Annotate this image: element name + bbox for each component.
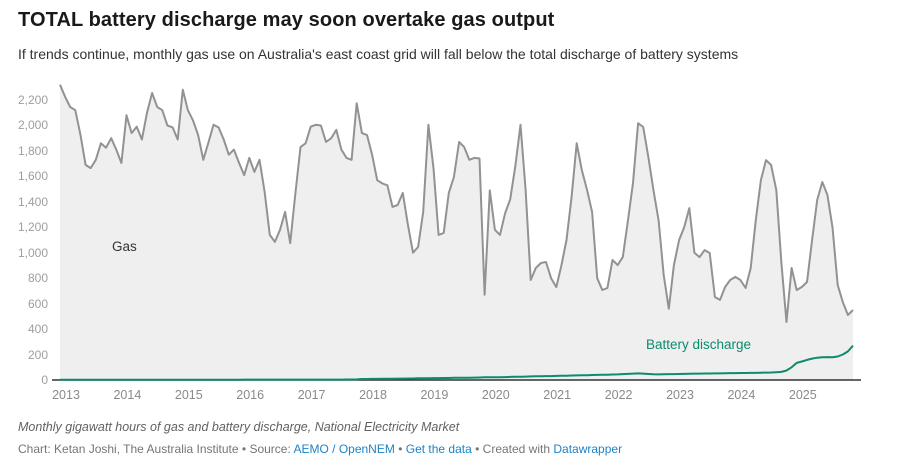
x-axis-label: 2025 — [788, 388, 817, 402]
x-axis-label: 2021 — [543, 388, 572, 402]
y-axis-label: 800 — [27, 271, 48, 286]
x-axis-label: 2024 — [727, 388, 756, 402]
byline-text: Source: — [249, 442, 294, 456]
chart-byline: Chart: Ketan Joshi, The Australia Instit… — [18, 442, 622, 456]
y-axis-label: 1,000 — [17, 245, 48, 260]
chart-subtitle: If trends continue, monthly gas use on A… — [18, 46, 739, 62]
get-the-data-link[interactable]: Get the data — [405, 442, 472, 456]
x-axis-label: 2023 — [666, 388, 694, 402]
byline-text: • — [471, 442, 483, 456]
y-axis-label: 200 — [27, 347, 48, 362]
y-axis-label: 400 — [27, 322, 48, 337]
x-axis-label: 2019 — [420, 388, 449, 402]
x-axis-label: 2013 — [52, 388, 80, 402]
battery-line — [60, 344, 854, 381]
x-axis-label: 2014 — [113, 388, 142, 402]
byline-text: Created with — [482, 442, 554, 456]
gas-series-label: Gas — [112, 239, 137, 254]
x-axis-label: 2022 — [604, 388, 633, 402]
datawrapper-link[interactable]: Datawrapper — [553, 442, 623, 456]
area-chart-svg — [52, 84, 861, 381]
y-axis-label: 2,200 — [17, 93, 48, 107]
y-axis-label: 0 — [41, 373, 48, 387]
y-axis-label: 1,600 — [17, 169, 48, 184]
y-axis-label: 1,200 — [17, 220, 48, 235]
chart-title: TOTAL battery discharge may soon overtak… — [18, 9, 555, 31]
y-axis-label: 1,400 — [17, 194, 48, 209]
y-axis-label: 1,800 — [17, 143, 48, 158]
chart-notes: Monthly gigawatt hours of gas and batter… — [18, 420, 460, 434]
x-axis-label: 2015 — [174, 388, 203, 402]
byline-text: • — [394, 442, 406, 456]
x-axis-label: 2016 — [236, 388, 265, 402]
x-axis-label: 2020 — [481, 388, 510, 402]
y-axis-label: 600 — [27, 296, 48, 311]
plot-area: 0 200 400 600 800 1,000 1,200 1,400 1,600 1,800 2,… — [0, 80, 899, 405]
byline-text: Chart: Ketan Joshi, The Australia Instit… — [18, 442, 239, 456]
y-axis-label: 2,000 — [17, 118, 48, 133]
byline-text: • — [238, 442, 250, 456]
aemo-opennem-link[interactable]: AEMO / OpenNEM — [293, 442, 395, 456]
x-axis-label: 2017 — [297, 388, 326, 402]
battery-discharge-series-label: Battery discharge — [646, 337, 752, 352]
gas-area — [60, 84, 853, 380]
x-axis-label: 2018 — [359, 388, 387, 402]
gas-line — [59, 84, 854, 323]
